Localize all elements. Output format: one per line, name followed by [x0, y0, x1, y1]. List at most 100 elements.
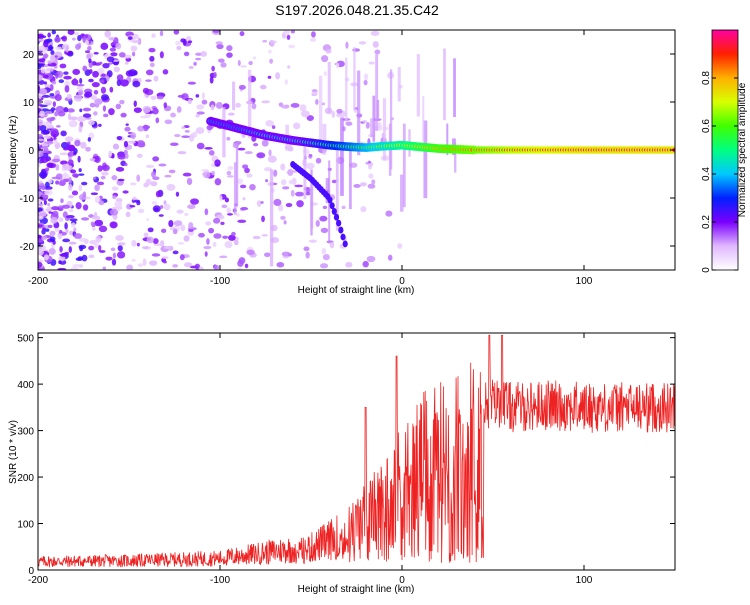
spectrogram-noise-blob	[123, 140, 129, 148]
spectrogram-noise-blob	[75, 257, 83, 262]
spectrogram-noise-blob	[51, 158, 61, 163]
spectrogram-noise-blob	[50, 216, 58, 224]
spectrogram-noise-blob	[280, 163, 286, 171]
spectrogram-noise-blob	[101, 73, 106, 77]
spectrogram-noise-blob	[131, 239, 137, 247]
spectrogram-noise-blob	[288, 179, 295, 185]
spectrogram-noise-blob	[130, 45, 138, 52]
spectrogram-streak	[345, 57, 348, 123]
snr-plot-area	[38, 333, 675, 570]
spectrogram-noise-blob	[110, 247, 116, 252]
colorbar-label: Normalized spectral amplitude	[737, 82, 748, 217]
spectrogram-noise-blob	[260, 201, 264, 204]
spectrogram-noise-blob	[109, 86, 114, 93]
spectrogram-noise-blob	[111, 186, 119, 191]
spectrogram-noise-blob	[93, 51, 99, 55]
spectrogram-noise-blob	[125, 70, 134, 77]
spectrogram-noise-blob	[48, 211, 52, 214]
spectrogram-noise-blob	[38, 245, 47, 251]
spectrogram-noise-blob	[155, 190, 161, 198]
spectrogram-noise-blob	[268, 149, 272, 157]
spectrogram-noise-blob	[362, 260, 369, 268]
spectrogram-noise-blob	[196, 111, 205, 115]
spectrogram-noise-blob	[325, 48, 332, 54]
spectrogram-noise-blob	[168, 220, 174, 228]
spectrogram-noise-blob	[227, 213, 233, 216]
spectrogram-noise-blob	[249, 183, 256, 191]
spectrogram-noise-blob	[397, 243, 403, 249]
spectrogram-noise-blob	[158, 214, 164, 217]
spectrogram-noise-blob	[196, 104, 205, 110]
spectrogram-noise-blob	[368, 173, 374, 179]
spectrogram-noise-blob	[226, 207, 231, 214]
spectrogram-noise-blob	[293, 122, 301, 130]
spectrogram-noise-blob	[40, 124, 47, 133]
spectrogram-noise-blob	[202, 171, 211, 179]
spectrogram-noise-blob	[131, 258, 136, 262]
spectrogram-noise-blob	[105, 256, 113, 261]
spectrogram-noise-blob	[142, 125, 151, 130]
spectrogram-noise-blob	[305, 251, 310, 259]
spectrogram-noise-blob	[268, 49, 272, 54]
spectrogram-noise-blob	[208, 150, 215, 156]
spectrogram-noise-blob	[220, 221, 225, 226]
spectrogram-streak	[327, 61, 331, 113]
spectrogram-noise-blob	[57, 267, 67, 270]
spectrogram-noise-blob	[114, 200, 123, 208]
spectrogram-noise-blob	[42, 121, 51, 126]
spectrogram-streak	[400, 174, 404, 212]
spectrogram-noise-blob	[164, 119, 173, 125]
spectrogram-noise-blob	[159, 205, 164, 209]
spectrogram-noise-blob	[103, 113, 109, 118]
spectrogram-noise-blob	[235, 102, 241, 108]
spectrogram-noise-blob	[54, 111, 59, 117]
spectrogram-noise-blob	[73, 151, 77, 156]
spectrogram-noise-blob	[38, 215, 44, 220]
spectrogram-noise-blob	[108, 108, 115, 116]
spectrogram-noise-blob	[77, 155, 81, 163]
snr-xtick-label: 0	[399, 575, 405, 586]
spectrogram-noise-blob	[45, 140, 54, 145]
spectrogram-noise-blob	[63, 75, 72, 80]
spectrogram-noise-blob	[74, 94, 83, 102]
spectrogram-noise-blob	[239, 184, 247, 189]
colorbar: 0 0.2 0.4 0.6 0.8 Normalized spectral amplit…	[701, 29, 748, 273]
spectrogram-noise-blob	[52, 210, 59, 218]
spectrogram-noise-blob	[319, 215, 328, 222]
snr-ytick-label: 200	[17, 473, 34, 484]
spectrogram-noise-blob	[112, 252, 117, 259]
spectrogram-streak	[422, 96, 425, 142]
spectrogram-noise-blob	[201, 99, 208, 105]
spectrogram-noise-blob	[240, 207, 249, 211]
spectrogram-noise-blob	[39, 157, 49, 164]
spectrogram-noise-blob	[65, 214, 75, 219]
spectrogram-noise-blob	[78, 125, 83, 133]
spectrogram-noise-blob	[127, 36, 133, 40]
spectrogram-noise-blob	[205, 221, 212, 226]
spectrogram-noise-blob	[43, 53, 49, 59]
spectrogram-noise-blob	[180, 224, 186, 232]
spectrogram-noise-blob	[117, 242, 126, 246]
spectrogram-noise-blob	[231, 231, 236, 236]
spectrogram-noise-blob	[169, 142, 179, 146]
spectrogram-noise-blob	[276, 261, 285, 268]
spectrogram-noise-blob	[226, 175, 234, 178]
spectrogram-noise-blob	[77, 115, 86, 122]
spectrogram-noise-blob	[200, 50, 207, 57]
spectrogram-noise-blob	[256, 200, 262, 207]
spectrogram-noise-blob	[367, 183, 376, 189]
snr-ticks: -200 -100 0 100 0 100 200 300 400 500	[17, 333, 675, 586]
spectrogram-noise-blob	[132, 80, 141, 88]
spectrogram-noise-blob	[68, 159, 74, 166]
snr-ytick-label: 500	[17, 334, 34, 345]
spectrogram-noise-blob	[60, 198, 64, 204]
spectrogram-noise-blob	[45, 167, 50, 172]
spectrogram-noise-blob	[63, 71, 69, 75]
spectrogram-noise-blob	[227, 166, 234, 171]
spectrogram-noise-blob	[237, 141, 242, 145]
spectrogram-noise-blob	[132, 196, 137, 201]
spectrogram-noise-blob	[214, 159, 221, 167]
spectrogram-noise-blob	[237, 259, 244, 267]
spectrogram-noise-blob	[237, 147, 246, 151]
spectrogram-noise-blob	[176, 209, 184, 214]
